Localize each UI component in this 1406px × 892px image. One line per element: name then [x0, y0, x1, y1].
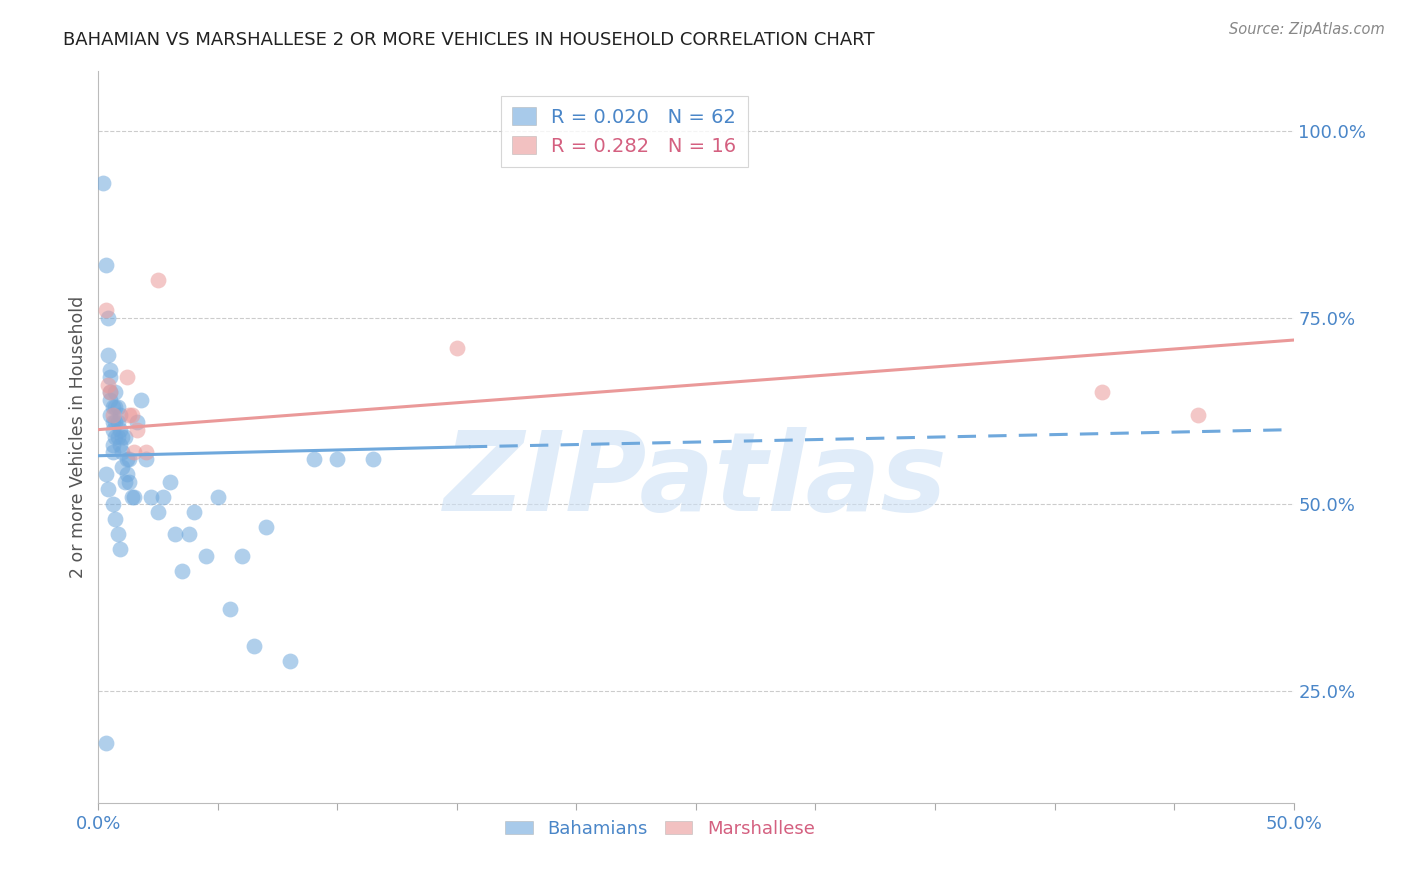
Point	[98, 363, 122, 377]
Point	[91, 177, 114, 191]
Point	[115, 452, 138, 467]
Point	[101, 445, 124, 459]
Point	[115, 467, 138, 482]
Point	[148, 505, 170, 519]
Point	[446, 341, 468, 355]
Point	[115, 370, 138, 384]
Point	[148, 273, 170, 287]
Point	[104, 385, 127, 400]
Text: ZIPatlas: ZIPatlas	[444, 427, 948, 534]
Point	[97, 483, 120, 497]
Point	[94, 467, 117, 482]
Point	[124, 445, 146, 459]
Point	[98, 408, 122, 422]
Point	[135, 445, 157, 459]
Point	[363, 452, 385, 467]
Point	[98, 385, 122, 400]
Point	[97, 310, 120, 325]
Point	[107, 401, 129, 415]
Point	[183, 505, 205, 519]
Point	[98, 385, 122, 400]
Point	[101, 408, 124, 422]
Point	[125, 423, 148, 437]
Point	[219, 601, 242, 615]
Point	[179, 527, 201, 541]
Point	[231, 549, 253, 564]
Point	[94, 736, 117, 750]
Point	[107, 430, 129, 444]
Point	[108, 423, 131, 437]
Point	[302, 452, 325, 467]
Point	[107, 527, 129, 541]
Point	[254, 519, 277, 533]
Point	[207, 490, 229, 504]
Point	[121, 408, 143, 422]
Point	[1187, 408, 1209, 422]
Y-axis label: 2 or more Vehicles in Household: 2 or more Vehicles in Household	[69, 296, 87, 578]
Point	[139, 490, 162, 504]
Point	[111, 445, 134, 459]
Point	[278, 654, 301, 668]
Point	[104, 401, 127, 415]
Point	[107, 415, 129, 429]
Point	[98, 392, 122, 407]
Point	[114, 430, 136, 444]
Point	[108, 437, 131, 451]
Point	[1091, 385, 1114, 400]
Point	[104, 512, 127, 526]
Point	[97, 377, 120, 392]
Point	[326, 452, 349, 467]
Point	[101, 423, 124, 437]
Point	[101, 415, 124, 429]
Point	[152, 490, 174, 504]
Point	[97, 348, 120, 362]
Point	[114, 475, 136, 489]
Point	[101, 401, 124, 415]
Point	[195, 549, 218, 564]
Point	[124, 490, 146, 504]
Point	[118, 408, 141, 422]
Legend: Bahamians, Marshallese: Bahamians, Marshallese	[498, 813, 823, 845]
Point	[118, 475, 141, 489]
Text: Source: ZipAtlas.com: Source: ZipAtlas.com	[1229, 22, 1385, 37]
Point	[125, 415, 148, 429]
Point	[108, 408, 131, 422]
Point	[108, 542, 131, 557]
Point	[101, 437, 124, 451]
Point	[94, 259, 117, 273]
Point	[243, 639, 266, 653]
Point	[94, 303, 117, 318]
Point	[111, 430, 134, 444]
Point	[172, 565, 194, 579]
Point	[104, 415, 127, 429]
Point	[101, 497, 124, 511]
Point	[135, 452, 157, 467]
Point	[121, 490, 143, 504]
Point	[111, 459, 134, 474]
Point	[104, 430, 127, 444]
Point	[131, 392, 153, 407]
Text: BAHAMIAN VS MARSHALLESE 2 OR MORE VEHICLES IN HOUSEHOLD CORRELATION CHART: BAHAMIAN VS MARSHALLESE 2 OR MORE VEHICL…	[63, 31, 875, 49]
Point	[163, 527, 186, 541]
Point	[118, 452, 141, 467]
Point	[159, 475, 181, 489]
Point	[98, 370, 122, 384]
